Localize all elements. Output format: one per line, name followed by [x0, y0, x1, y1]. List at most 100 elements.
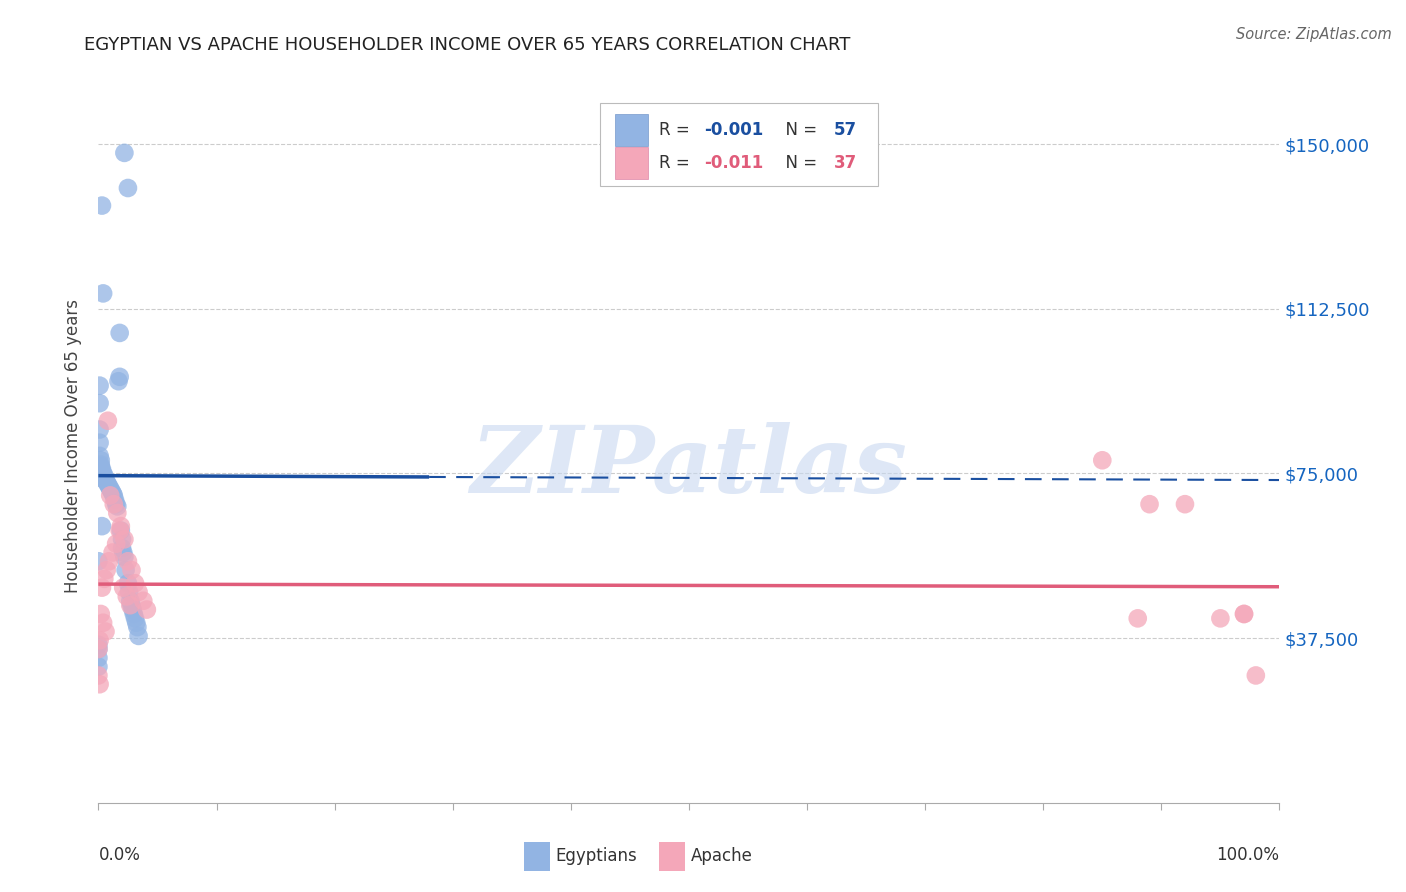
Point — [97, 477, 120, 491]
Point — [110, 524, 132, 538]
Point — [111, 541, 134, 555]
Point — [107, 374, 129, 388]
Point — [89, 449, 111, 463]
Point — [124, 576, 146, 591]
Point — [120, 594, 142, 608]
Point — [87, 642, 110, 657]
Point — [117, 181, 139, 195]
Point — [90, 607, 112, 621]
Text: R =: R = — [659, 120, 696, 139]
Point — [90, 462, 112, 476]
Point — [89, 633, 111, 648]
Point — [128, 629, 150, 643]
Point — [89, 677, 111, 691]
Point — [1209, 611, 1232, 625]
Text: EGYPTIAN VS APACHE HOUSEHOLDER INCOME OVER 65 YEARS CORRELATION CHART: EGYPTIAN VS APACHE HOUSEHOLDER INCOME OV… — [84, 36, 851, 54]
Point — [125, 615, 148, 630]
Point — [135, 602, 157, 616]
Point — [101, 545, 124, 559]
Point — [91, 198, 114, 212]
Point — [98, 480, 121, 494]
Text: -0.011: -0.011 — [704, 153, 763, 171]
Point — [112, 545, 135, 559]
Point — [100, 483, 122, 498]
Point — [89, 435, 111, 450]
Point — [89, 467, 111, 481]
Point — [105, 506, 128, 520]
Point — [121, 563, 143, 577]
Point — [1233, 607, 1256, 621]
Point — [87, 659, 110, 673]
Point — [110, 519, 132, 533]
Point — [87, 668, 110, 682]
Point — [117, 576, 139, 591]
Point — [90, 458, 112, 472]
Point — [91, 464, 114, 478]
Point — [89, 378, 111, 392]
Point — [87, 651, 110, 665]
Point — [1139, 497, 1161, 511]
Point — [91, 581, 114, 595]
Point — [91, 286, 114, 301]
Point — [105, 497, 128, 511]
Point — [90, 459, 112, 474]
Point — [1126, 611, 1149, 625]
Point — [96, 475, 118, 490]
Point — [1091, 453, 1114, 467]
Point — [132, 594, 155, 608]
Point — [124, 611, 146, 625]
Point — [97, 414, 120, 428]
Point — [108, 369, 131, 384]
Bar — [659, 842, 685, 871]
Point — [112, 533, 135, 547]
Point — [103, 497, 125, 511]
Point — [104, 492, 127, 507]
Point — [94, 473, 117, 487]
Point — [93, 572, 115, 586]
Text: N =: N = — [775, 120, 823, 139]
Point — [103, 488, 125, 502]
Point — [87, 642, 110, 657]
Point — [89, 471, 111, 485]
Point — [1244, 668, 1267, 682]
Point — [122, 607, 145, 621]
Point — [90, 453, 112, 467]
Point — [120, 598, 142, 612]
Y-axis label: Householder Income Over 65 years: Householder Income Over 65 years — [65, 299, 83, 593]
Point — [121, 598, 143, 612]
Point — [98, 554, 121, 568]
Point — [121, 602, 143, 616]
Bar — [614, 146, 648, 178]
Text: 57: 57 — [834, 120, 858, 139]
Point — [114, 563, 136, 577]
Point — [1174, 497, 1197, 511]
Point — [91, 462, 114, 476]
Point — [91, 467, 114, 481]
Point — [111, 533, 134, 547]
Text: 100.0%: 100.0% — [1216, 846, 1279, 863]
Bar — [614, 113, 648, 145]
Point — [108, 326, 131, 340]
Text: -0.001: -0.001 — [704, 120, 763, 139]
Text: N =: N = — [775, 153, 823, 171]
Point — [96, 563, 118, 577]
Point — [87, 638, 110, 652]
Point — [87, 554, 110, 568]
Point — [112, 145, 135, 160]
Text: Source: ZipAtlas.com: Source: ZipAtlas.com — [1236, 27, 1392, 42]
Text: R =: R = — [659, 153, 700, 171]
Point — [112, 549, 135, 564]
Point — [93, 468, 115, 483]
Text: Apache: Apache — [692, 847, 754, 865]
Point — [127, 620, 149, 634]
Text: ZIPatlas: ZIPatlas — [471, 423, 907, 512]
Point — [94, 624, 117, 639]
Point — [93, 471, 115, 485]
Text: 37: 37 — [834, 153, 858, 171]
Point — [108, 524, 131, 538]
Text: Egyptians: Egyptians — [555, 847, 637, 865]
Point — [105, 500, 128, 514]
FancyBboxPatch shape — [600, 103, 877, 186]
Point — [118, 585, 141, 599]
Point — [89, 396, 111, 410]
